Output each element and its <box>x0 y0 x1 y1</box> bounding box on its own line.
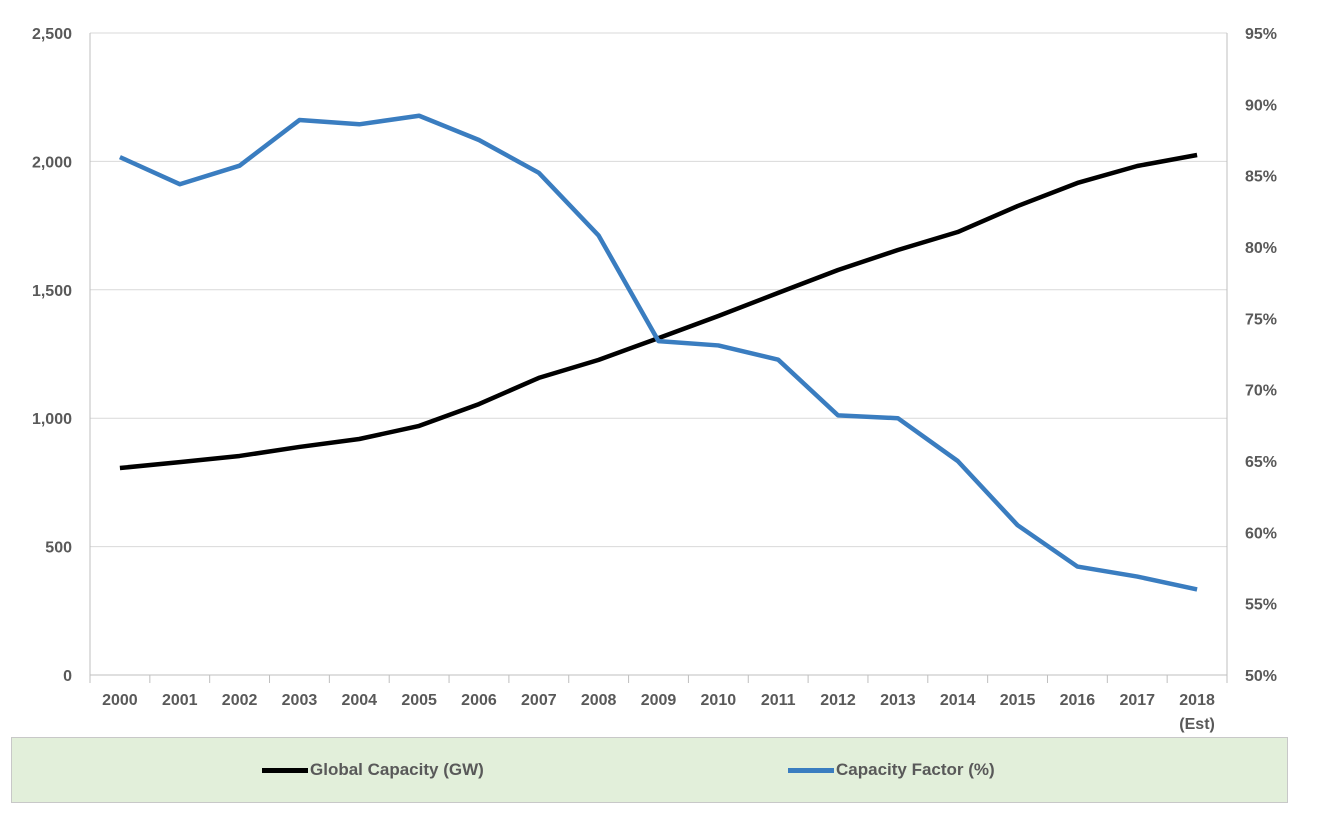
x-tick-label: 2018 <box>1179 692 1215 709</box>
y-right-tick-label: 85% <box>1245 169 1277 186</box>
x-tick-label: 2013 <box>880 692 916 709</box>
x-tick-label: 2004 <box>341 692 377 709</box>
x-tick-label: 2016 <box>1060 692 1096 709</box>
y-left-tick-label: 500 <box>45 540 72 557</box>
x-tick-label: 2001 <box>162 692 198 709</box>
y-right-tick-label: 50% <box>1245 668 1277 685</box>
legend-item-capacity-factor: Capacity Factor (%) <box>788 760 995 780</box>
y-right-tick-label: 65% <box>1245 454 1277 471</box>
x-tick-label: 2014 <box>940 692 976 709</box>
x-tick-label: 2003 <box>282 692 318 709</box>
legend-item-global-capacity: Global Capacity (GW) <box>262 760 484 780</box>
x-tick-label: 2008 <box>581 692 617 709</box>
y-left-tick-label: 0 <box>63 668 72 685</box>
x-tick-label: 2010 <box>701 692 737 709</box>
chart: 0 500 1,000 1,500 2,000 2,500 50% 55% 60% 65% 70% 7… <box>32 26 1277 733</box>
legend-label: Global Capacity (GW) <box>310 760 484 779</box>
x-tick-label: 2011 <box>761 692 796 709</box>
legend-swatch-blue <box>788 767 834 773</box>
legend-label: Capacity Factor (%) <box>836 760 995 779</box>
x-tick-label: 2009 <box>641 692 677 709</box>
x-tick-label: 2000 <box>102 692 138 709</box>
x-tick-label: 2017 <box>1119 692 1155 709</box>
legend: Global Capacity (GW) Capacity Factor (%) <box>11 737 1288 803</box>
y-right-tick-label: 55% <box>1245 597 1277 614</box>
y-left-tick-label: 1,500 <box>32 283 72 300</box>
series-line-global-capacity <box>119 152 1198 471</box>
x-tick-label: 2005 <box>401 692 437 709</box>
y-left-tick-label: 1,000 <box>32 411 72 428</box>
y-right-tick-label: 70% <box>1245 383 1277 400</box>
y-right-tick-label: 60% <box>1245 525 1277 542</box>
x-tick-label: 2007 <box>521 692 557 709</box>
y-left-tick-label: 2,500 <box>32 26 72 43</box>
y-right-tick-label: 80% <box>1245 240 1277 257</box>
x-tick-label: 2015 <box>1000 692 1036 709</box>
x-tick-label: (Est) <box>1179 716 1215 733</box>
y-left-tick-label: 2,000 <box>32 154 72 171</box>
y-right-tick-label: 90% <box>1245 97 1277 114</box>
series-line-capacity-factor <box>118 113 1198 592</box>
y-right-tick-label: 95% <box>1245 26 1277 43</box>
y-right-tick-label: 75% <box>1245 311 1277 328</box>
legend-swatch-black <box>262 767 308 773</box>
x-tick-label: 2002 <box>222 692 258 709</box>
x-tick-label: 2006 <box>461 692 497 709</box>
x-tick-label: 2012 <box>820 692 856 709</box>
